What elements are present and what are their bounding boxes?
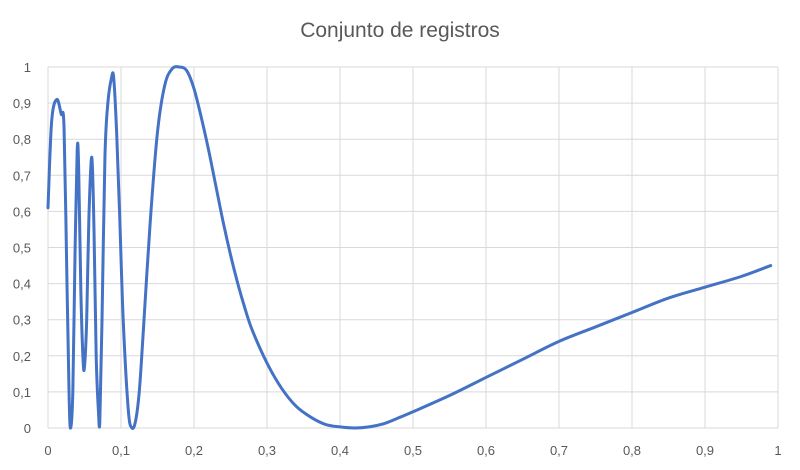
y-tick-label: 1 (24, 60, 31, 75)
x-tick-label: 0,5 (404, 443, 422, 458)
y-tick-label: 0,1 (13, 385, 31, 400)
x-tick-label: 1 (774, 443, 781, 458)
y-tick-label: 0,2 (13, 349, 31, 364)
x-tick-label: 0,9 (696, 443, 714, 458)
y-tick-label: 0,7 (13, 168, 31, 183)
x-tick-label: 0,2 (185, 443, 203, 458)
y-tick-label: 0 (24, 421, 31, 436)
y-tick-label: 0,8 (13, 132, 31, 147)
y-tick-label: 0,9 (13, 96, 31, 111)
series-group (46, 65, 773, 430)
x-axis-tick-labels: 0 0,1 0,2 0,3 0,4 0,5 0,6 0,7 0,8 0,9 1 (44, 443, 781, 458)
x-tick-label: 0,4 (331, 443, 349, 458)
y-tick-label: 0,5 (13, 241, 31, 256)
x-tick-label: 0,7 (550, 443, 568, 458)
x-tick-label: 0,1 (112, 443, 130, 458)
y-axis-tick-labels: 0 0,1 0,2 0,3 0,4 0,5 0,6 0,7 0,8 0,9 1 (13, 60, 31, 436)
x-tick-label: 0,8 (623, 443, 641, 458)
y-tick-label: 0,3 (13, 313, 31, 328)
y-tick-label: 0,6 (13, 204, 31, 219)
x-tick-label: 0,6 (477, 443, 495, 458)
gridlines (47, 66, 779, 429)
y-tick-label: 0,4 (13, 277, 31, 292)
series-line (46, 65, 773, 430)
x-tick-label: 0,3 (258, 443, 276, 458)
chart-title: Conjunto de registros (300, 19, 500, 42)
x-tick-label: 0 (44, 443, 51, 458)
